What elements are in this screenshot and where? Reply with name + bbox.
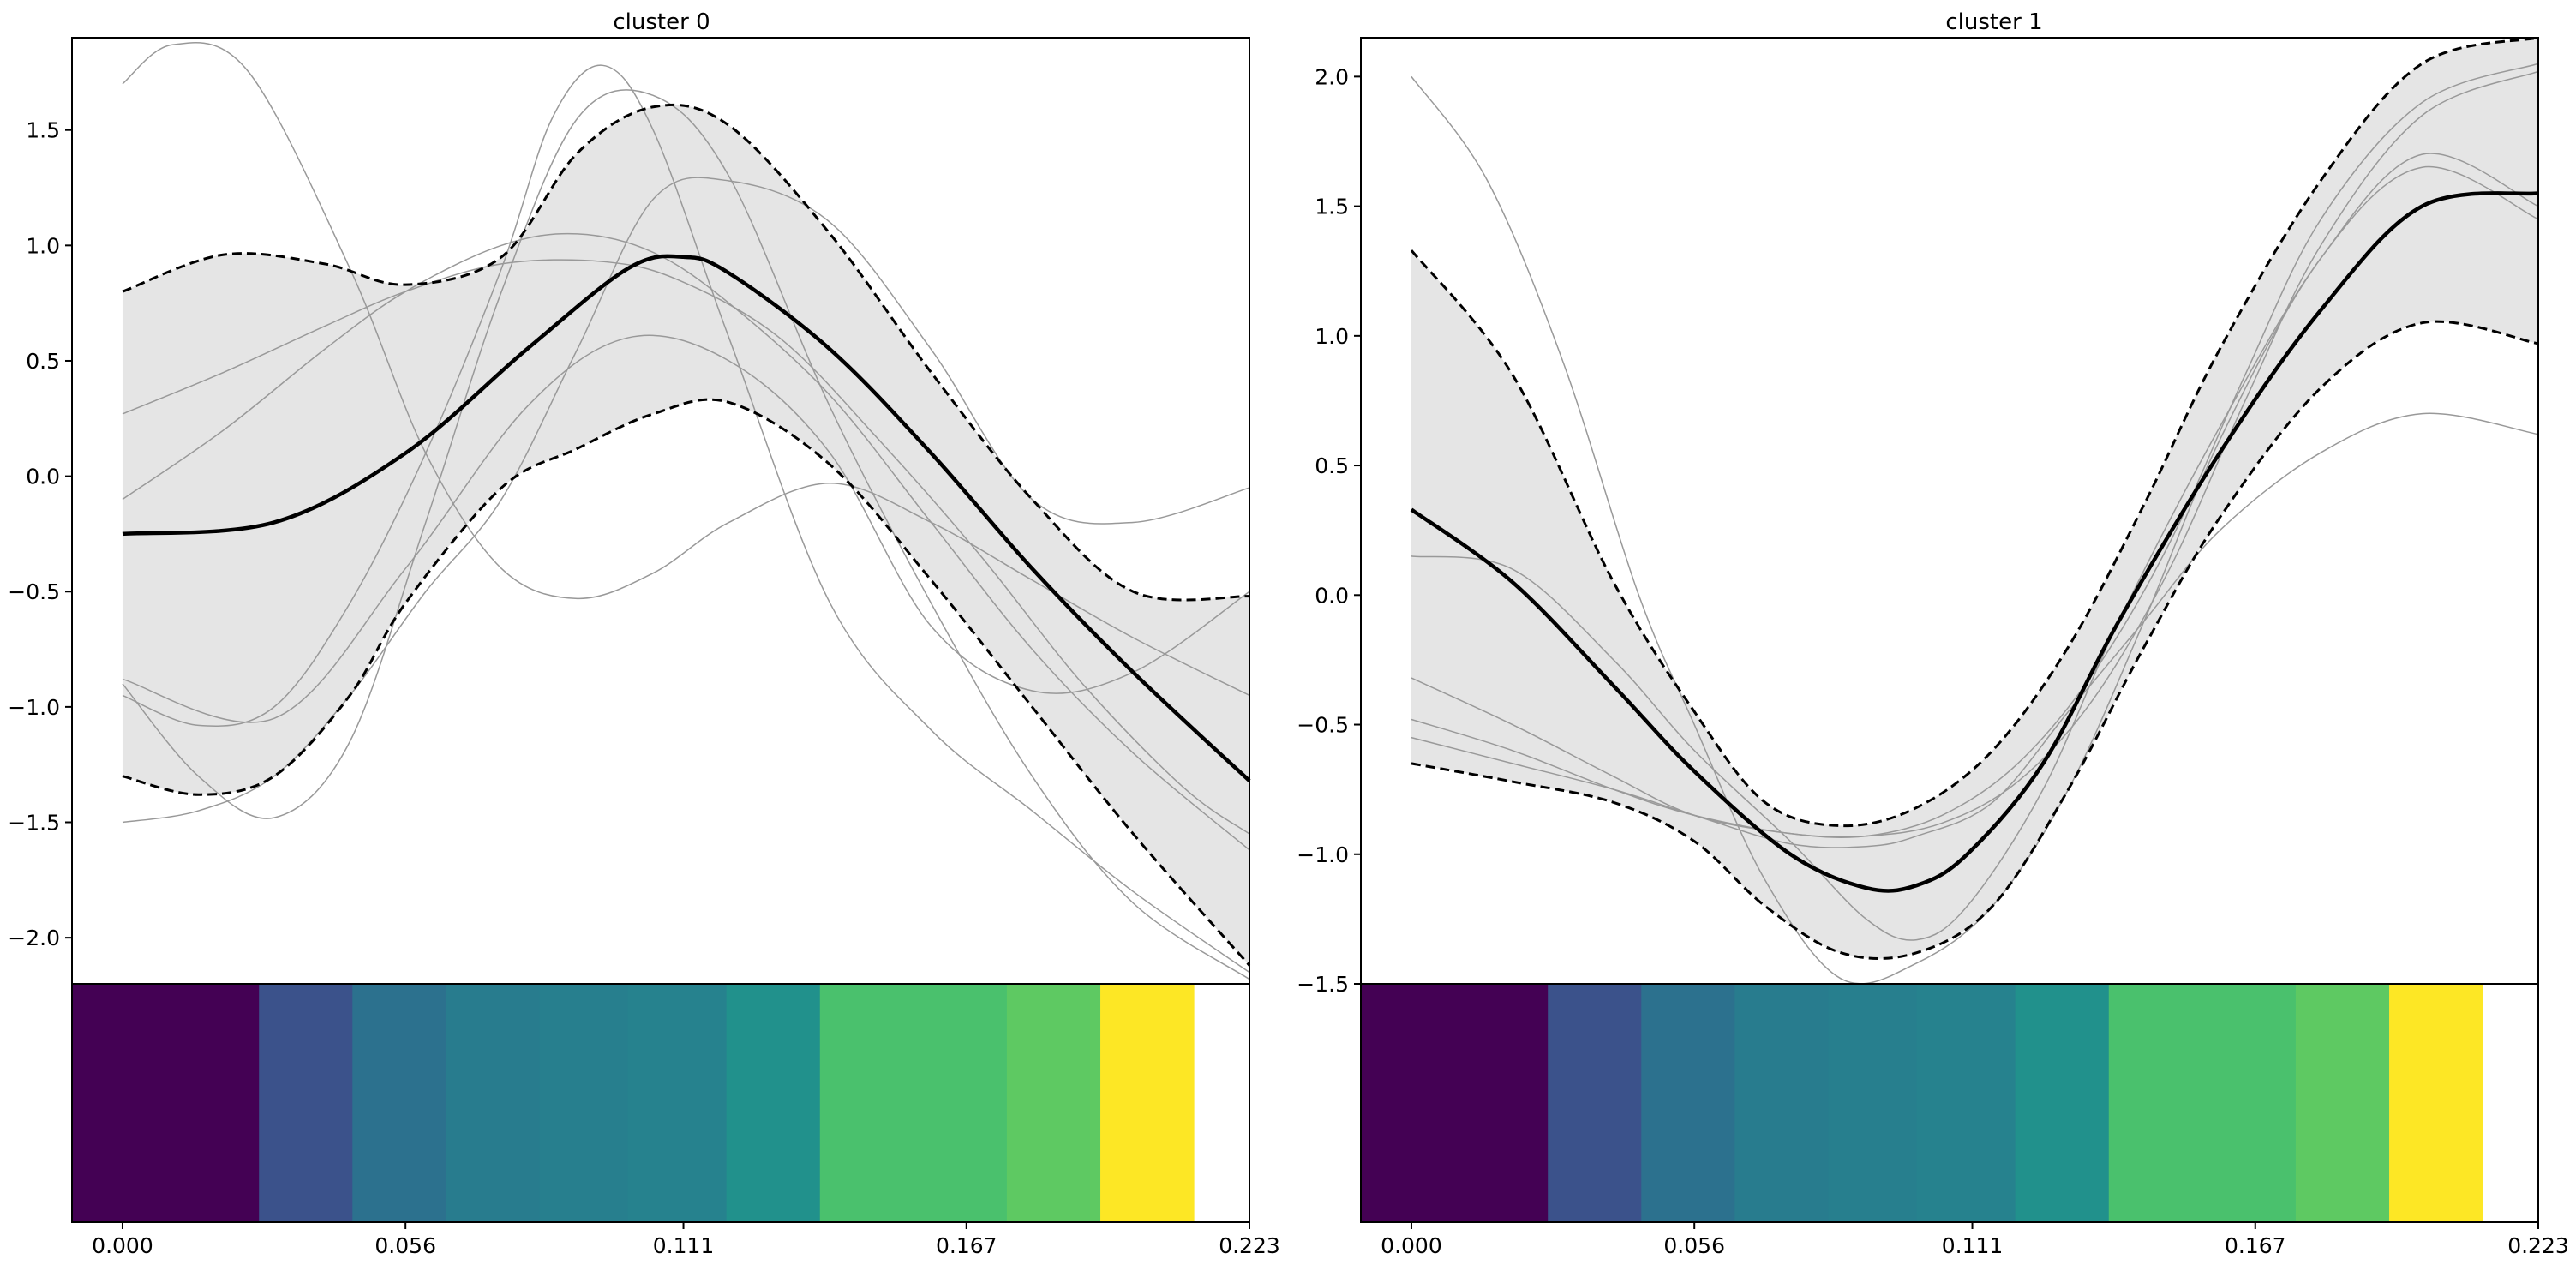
colorbar-segment: [1734, 984, 1829, 1222]
y-tick-label: −1.5: [1297, 972, 1349, 997]
y-tick-label: 1.5: [1315, 195, 1349, 219]
y-tick-label: −0.5: [8, 579, 60, 604]
colorbar-segment: [1916, 984, 2016, 1222]
colorbar-segment: [1641, 984, 1735, 1222]
mean-series-line: [1410, 191, 2539, 893]
lower-band-line: [1411, 320, 2539, 961]
x-tick-label: 0.056: [374, 1233, 436, 1258]
colorbar-segment: [2389, 984, 2483, 1222]
y-tick-label: 0.0: [1315, 583, 1349, 608]
sample-series-line: [122, 42, 1250, 697]
sample-series-line: [122, 232, 1250, 851]
colorbar-frame: [71, 983, 1250, 1223]
x-axis: 0.000 0.056 0.111 0.167 0.223: [92, 1222, 1280, 1258]
sample-series-line: [1411, 63, 2539, 839]
x-tick-label: 0.223: [2507, 1233, 2569, 1258]
colorbar: [72, 984, 1195, 1222]
x-axis: 0.000 0.056 0.111 0.167 0.223: [1381, 1222, 2569, 1258]
series-layer: [1410, 36, 2539, 985]
x-tick-label: 0.111: [653, 1233, 715, 1258]
colorbar: [1361, 984, 2483, 1222]
panel-cluster-1: cluster 1 −1.5 −1.0 −0.5 0.0 0.5 1.0 1.5 2.0 0.…: [1297, 9, 2569, 1258]
y-tick-label: 1.5: [26, 118, 60, 143]
colorbar-segment: [1100, 984, 1195, 1222]
confidence-band-fill: [1411, 38, 2538, 959]
y-axis: −1.5 −1.0 −0.5 0.0 0.5 1.0 1.5 2.0: [1297, 64, 1361, 997]
panel-title: cluster 0: [613, 9, 710, 35]
colorbar-segment: [2108, 984, 2297, 1222]
y-tick-label: 2.0: [1315, 64, 1349, 89]
y-tick-label: −1.5: [8, 811, 60, 836]
y-tick-label: −1.0: [1297, 842, 1349, 867]
colorbar-segment: [352, 984, 446, 1222]
series-layer: [122, 42, 1251, 980]
colorbar-segment: [446, 984, 540, 1222]
y-tick-label: 1.0: [1315, 324, 1349, 349]
colorbar-segment: [539, 984, 629, 1222]
colorbar-segment: [1361, 984, 1549, 1222]
panel-title: cluster 1: [1945, 9, 2042, 35]
sample-series-line: [1411, 70, 2539, 838]
y-tick-label: 0.5: [26, 349, 60, 374]
lower-band-line: [122, 398, 1251, 967]
x-tick-label: 0.111: [1942, 1233, 2004, 1258]
x-tick-label: 0.056: [1663, 1233, 1725, 1258]
y-tick-label: 1.0: [26, 233, 60, 258]
y-tick-label: −0.5: [1297, 713, 1349, 738]
x-tick-label: 0.167: [936, 1233, 997, 1258]
sample-series-line: [122, 334, 1250, 723]
colorbar-segment: [726, 984, 821, 1222]
confidence-band-fill: [122, 105, 1250, 966]
colorbar-frame: [1360, 983, 2539, 1223]
colorbar-segment: [1006, 984, 1101, 1222]
y-tick-label: −2.0: [8, 926, 60, 950]
colorbar-segment: [1828, 984, 1918, 1222]
sample-series-line: [122, 89, 1250, 980]
panel-cluster-0: cluster 0 −2.0 −1.5 −1.0 −0.5 0.0 0.5 1.0 1.5 0…: [8, 9, 1280, 1258]
sample-series-line: [1411, 153, 2539, 941]
x-tick-label: 0.000: [92, 1233, 153, 1258]
colorbar-segment: [2295, 984, 2390, 1222]
upper-band-line: [1410, 36, 2539, 828]
colorbar-segment: [627, 984, 728, 1222]
y-tick-label: 0.0: [26, 465, 60, 489]
y-axis: −2.0 −1.5 −1.0 −0.5 0.0 0.5 1.0 1.5: [8, 118, 72, 950]
x-tick-label: 0.167: [2225, 1233, 2286, 1258]
colorbar-segment: [259, 984, 353, 1222]
sample-series-line: [1411, 412, 2539, 848]
sample-series-line: [122, 64, 1250, 974]
colorbar-segment: [2015, 984, 2110, 1222]
y-tick-label: 0.5: [1315, 453, 1349, 478]
x-tick-label: 0.000: [1381, 1233, 1442, 1258]
colorbar-segment: [1548, 984, 1642, 1222]
colorbar-segment: [819, 984, 1008, 1222]
x-tick-label: 0.223: [1219, 1233, 1280, 1258]
y-tick-label: −1.0: [8, 695, 60, 720]
colorbar-segment: [72, 984, 260, 1222]
mean-series-line: [122, 254, 1251, 782]
